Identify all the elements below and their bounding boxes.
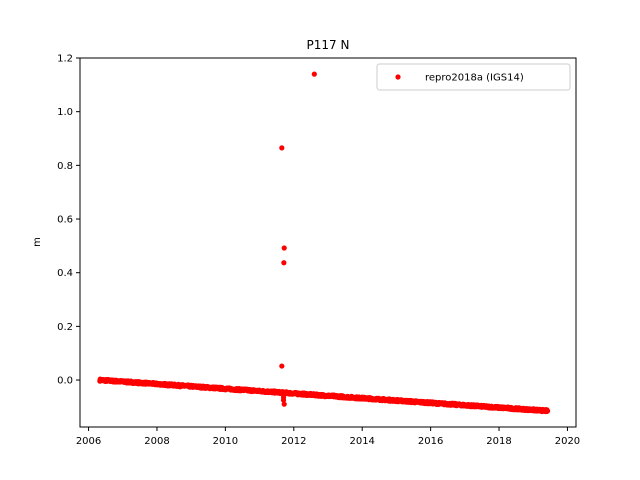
x-tick-label: 2006	[76, 436, 101, 447]
data-point	[545, 408, 551, 414]
y-tick-label: 0.6	[57, 215, 73, 226]
legend: repro2018a (IGS14)	[376, 63, 571, 91]
outlier-point	[281, 401, 287, 407]
chart-title: P117 N	[307, 38, 350, 52]
x-tick-label: 2012	[281, 436, 306, 447]
legend-label: repro2018a (IGS14)	[425, 73, 524, 84]
axes-frame	[79, 57, 577, 428]
x-tick-label: 2014	[349, 436, 374, 447]
outlier-point	[281, 260, 287, 266]
y-tick-label: 1.2	[57, 54, 73, 65]
y-tick-label: 1.0	[57, 107, 73, 118]
legend-box	[376, 63, 571, 91]
axes: 2006 2008 2010 2012 2014 2016 2018 2020 0.0 0.2 0.…	[57, 54, 580, 448]
x-tick-label: 2016	[418, 436, 443, 447]
outlier-point	[279, 363, 285, 369]
y-tick-label: 0.0	[57, 376, 73, 387]
y-axis-label: m	[32, 237, 43, 247]
outlier-point	[280, 397, 287, 403]
x-tick-label: 2008	[144, 436, 169, 447]
plot-area	[97, 71, 551, 415]
outlier-point	[279, 145, 285, 151]
x-tick-label: 2018	[486, 436, 511, 447]
x-tick-label: 2010	[213, 436, 238, 447]
x-tick-label: 2020	[555, 436, 580, 447]
legend-marker	[395, 74, 401, 80]
outlier-point	[281, 245, 287, 251]
y-tick-label: 0.4	[57, 268, 73, 279]
y-tick-label: 0.8	[57, 161, 73, 172]
outlier-point	[311, 71, 317, 77]
y-tick-label: 0.2	[57, 322, 73, 333]
